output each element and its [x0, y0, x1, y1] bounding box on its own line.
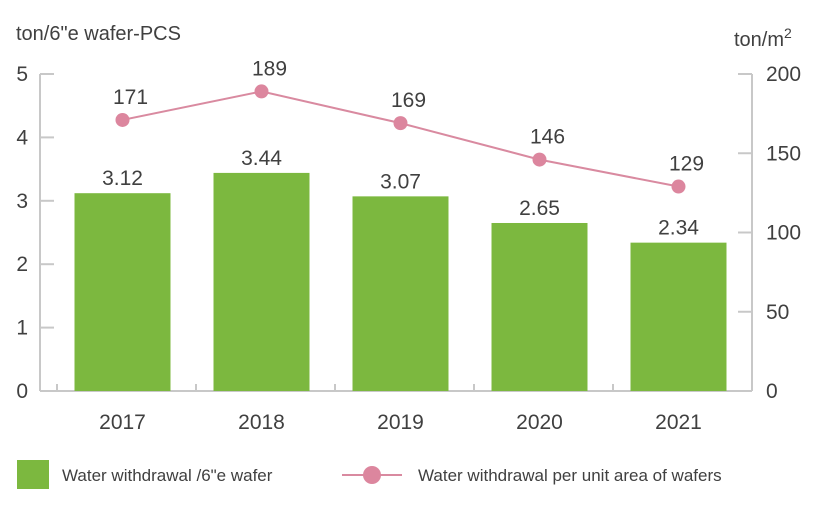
- line-point: [671, 179, 686, 194]
- right-axis-title-unit: ton/m: [734, 29, 784, 51]
- bar: [74, 193, 171, 391]
- left-tick-label: 4: [16, 126, 28, 149]
- line-series: 171 189 169 146 129: [113, 57, 704, 194]
- legend-bar-label: Water withdrawal /6"e wafer: [62, 466, 273, 485]
- line-point: [532, 152, 547, 167]
- bar: [213, 172, 310, 391]
- right-tick-label: 0: [766, 380, 778, 403]
- line-data-label: 171: [113, 86, 148, 109]
- bar-data-label: 3.07: [380, 170, 421, 193]
- right-axis-ticks: 0 50 100 150 200: [738, 63, 801, 403]
- line-data-label: 169: [391, 89, 426, 112]
- legend: Water withdrawal /6"e wafer Water withdr…: [17, 460, 722, 489]
- x-tick-label: 2018: [238, 411, 285, 434]
- line-data-label: 129: [669, 153, 704, 176]
- legend-marker-swatch: [363, 466, 381, 484]
- left-tick-label: 0: [16, 380, 28, 403]
- bar-data-label: 2.65: [519, 197, 560, 220]
- bar-data-label: 2.34: [658, 217, 699, 240]
- right-tick-label: 200: [766, 63, 801, 86]
- bar-data-label: 3.12: [102, 167, 143, 190]
- bar: [630, 242, 727, 391]
- bar: [491, 222, 588, 391]
- x-tick-label: 2021: [655, 411, 702, 434]
- bar-series: 3.12 3.44 3.07 2.65 2.34: [74, 147, 727, 391]
- right-axis-title-superscript: 2: [784, 25, 792, 41]
- bar: [352, 196, 449, 391]
- x-axis-ticks: 2017 2018 2019 2020 2021: [56, 384, 753, 434]
- line-point: [393, 116, 408, 131]
- x-tick-label: 2017: [99, 411, 146, 434]
- left-tick-label: 2: [16, 253, 28, 276]
- x-tick-label: 2019: [377, 411, 424, 434]
- line-point: [115, 112, 130, 127]
- left-axis-title: ton/6"e wafer-PCS: [16, 23, 181, 45]
- right-tick-label: 50: [766, 301, 789, 324]
- line-point: [254, 84, 269, 99]
- bar-data-label: 3.44: [241, 147, 282, 170]
- left-tick-label: 5: [16, 63, 28, 86]
- x-tick-label: 2020: [516, 411, 563, 434]
- left-tick-label: 1: [16, 317, 28, 340]
- line-data-label: 189: [252, 57, 287, 80]
- right-tick-label: 100: [766, 222, 801, 245]
- line-data-label: 146: [530, 126, 565, 149]
- legend-bar-swatch: [17, 460, 49, 489]
- left-tick-label: 3: [16, 190, 28, 213]
- left-axis-ticks: 0 1 2 3 4 5: [16, 63, 54, 403]
- legend-line-label: Water withdrawal per unit area of wafers: [418, 466, 722, 485]
- right-axis-title: ton/m2: [734, 25, 792, 51]
- right-tick-label: 150: [766, 142, 801, 165]
